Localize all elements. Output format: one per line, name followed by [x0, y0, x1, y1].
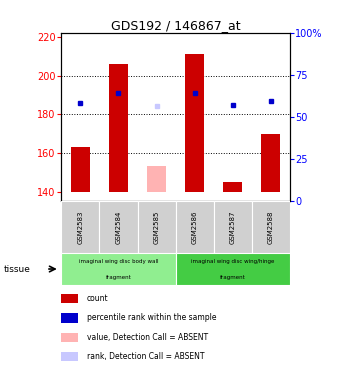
Bar [147, 167, 166, 192]
Bar [176, 253, 290, 285]
Bar [214, 201, 252, 253]
Text: percentile rank within the sample: percentile rank within the sample [87, 313, 216, 322]
Text: GSM2585: GSM2585 [153, 210, 160, 244]
Bar [109, 64, 128, 192]
Bar [71, 147, 90, 192]
Bar [61, 352, 78, 361]
Bar [261, 134, 280, 192]
Text: value, Detection Call = ABSENT: value, Detection Call = ABSENT [87, 333, 208, 342]
Text: GSM2587: GSM2587 [230, 210, 236, 244]
Text: fragment: fragment [106, 275, 131, 280]
Text: GSM2588: GSM2588 [268, 210, 274, 244]
Bar [137, 201, 176, 253]
Text: GSM2583: GSM2583 [77, 210, 84, 244]
Text: tissue: tissue [3, 265, 30, 273]
Text: count: count [87, 294, 108, 303]
Text: imaginal wing disc wing/hinge: imaginal wing disc wing/hinge [191, 259, 275, 264]
Bar [185, 54, 204, 192]
Bar [176, 201, 214, 253]
Bar [100, 201, 137, 253]
Bar [61, 201, 100, 253]
Bar [61, 253, 176, 285]
Bar [252, 201, 290, 253]
Text: rank, Detection Call = ABSENT: rank, Detection Call = ABSENT [87, 352, 204, 361]
Bar [61, 333, 78, 342]
Text: fragment: fragment [220, 275, 246, 280]
Bar [61, 294, 78, 303]
Text: GSM2586: GSM2586 [192, 210, 198, 244]
Bar [223, 182, 242, 192]
Bar [61, 313, 78, 322]
Title: GDS192 / 146867_at: GDS192 / 146867_at [111, 19, 240, 32]
Text: imaginal wing disc body wall: imaginal wing disc body wall [79, 259, 158, 264]
Text: GSM2584: GSM2584 [116, 210, 121, 244]
